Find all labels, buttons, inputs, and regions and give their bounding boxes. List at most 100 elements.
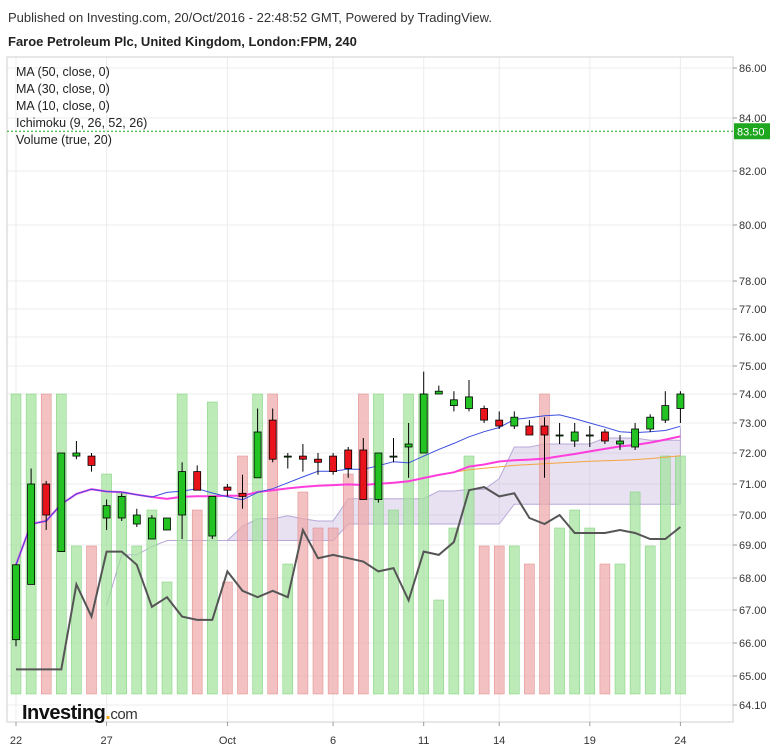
candle-body	[480, 408, 489, 421]
last-price-tag	[734, 123, 770, 140]
y-tick-label: 76.00	[739, 332, 767, 344]
x-tick-label: 14	[493, 735, 505, 747]
y-tick-label: 69.00	[739, 540, 767, 552]
candle-body	[329, 455, 338, 473]
candle-body	[601, 431, 609, 442]
x-tick-label: 6	[330, 735, 336, 747]
y-tick-label: 78.00	[739, 276, 767, 288]
volume-bar	[509, 545, 520, 695]
volume-bar	[207, 401, 218, 695]
y-tick-label: 77.00	[739, 304, 767, 316]
volume-bar	[131, 545, 143, 695]
volume-bar	[252, 393, 263, 695]
volume-bar	[614, 563, 626, 695]
y-tick-label: 70.00	[739, 510, 767, 522]
legend-ichimoku: Ichimoku (9, 26, 52, 26)	[16, 116, 148, 130]
volume-bar	[116, 491, 127, 695]
candle-body	[268, 419, 277, 460]
candle-body	[374, 452, 383, 500]
brand-dot: .	[105, 702, 111, 724]
candle-body	[132, 514, 141, 525]
volume-bar	[675, 455, 686, 695]
legend-volume: Volume (true, 20)	[16, 133, 112, 147]
x-tick-label: Oct	[219, 735, 236, 747]
candle-body	[238, 492, 247, 497]
candle-body	[298, 455, 307, 460]
lagging-span-line	[16, 486, 682, 671]
candle-body	[178, 471, 187, 516]
volume-bar	[433, 599, 445, 695]
candle-body	[540, 425, 549, 436]
grid-lines	[7, 57, 733, 722]
y-tick-label: 64.10	[739, 700, 767, 712]
candle-body	[631, 428, 639, 448]
volume-bar	[584, 527, 596, 695]
volume-bar	[40, 393, 52, 695]
volume-bar	[176, 393, 188, 695]
volume-bar	[161, 581, 173, 695]
y-tick-label: 80.00	[739, 220, 767, 232]
y-tick-label: 86.00	[739, 63, 767, 75]
y-tick-label: 72.00	[739, 448, 767, 460]
candle-body	[344, 449, 353, 469]
candle-body	[223, 486, 232, 491]
candle-body	[555, 434, 564, 437]
legend-ma50: MA (50, close, 0)	[16, 65, 110, 79]
volume-bar	[191, 509, 203, 695]
candle-body	[314, 458, 322, 463]
volume-bar	[312, 527, 324, 695]
y-tick-label: 73.00	[739, 418, 767, 430]
candle-body	[117, 495, 126, 519]
volume-bar	[629, 491, 641, 695]
volume-bar	[237, 455, 248, 695]
volume-bar	[297, 491, 309, 695]
legend-ma30: MA (30, close, 0)	[16, 82, 110, 96]
candle-body	[404, 443, 413, 448]
volume-bar	[569, 509, 580, 695]
last-price-label: 83.50	[737, 126, 765, 138]
y-tick-label: 71.00	[739, 479, 767, 491]
volume-bar	[554, 527, 565, 695]
candle-body	[525, 425, 534, 436]
volume-bar	[222, 581, 233, 695]
volume-bar	[463, 455, 475, 695]
x-tick-label: 11	[418, 735, 429, 747]
volume-bar	[327, 527, 339, 695]
volume-bar	[282, 563, 294, 695]
brand-name: Investing	[22, 702, 106, 724]
y-tick-label: 74.00	[739, 389, 767, 401]
candle-body	[72, 452, 81, 457]
candle-body	[449, 399, 458, 406]
candle-body	[57, 452, 66, 552]
chart-subtitle: Faroe Petroleum Plc, United Kingdom, Lon…	[8, 34, 357, 49]
y-tick-label: 68.00	[739, 573, 767, 585]
axis-labels: 64.10 65.00 66.00 67.00 68.00 69.00 70.00 71.00…	[10, 63, 770, 747]
volume-bar	[373, 393, 384, 695]
volume-bar	[403, 393, 414, 695]
volume-bar	[493, 545, 505, 695]
volume-bar	[10, 393, 22, 695]
volume-bar	[146, 509, 158, 695]
candle-body	[434, 390, 443, 395]
candle-body	[359, 449, 368, 500]
candles	[12, 371, 685, 647]
candle-body	[208, 495, 217, 537]
brand-suffix: com	[110, 706, 138, 723]
volume-bar	[660, 455, 671, 695]
candle-body	[661, 405, 670, 421]
y-tick-label: 82.00	[739, 166, 767, 178]
candle-body	[570, 431, 579, 442]
candle-body	[510, 416, 519, 427]
x-tick-label: 27	[100, 735, 112, 747]
volume-bar	[358, 393, 369, 695]
candle-body	[283, 455, 292, 458]
volume-bar	[524, 563, 535, 695]
candle-body	[27, 483, 36, 585]
y-tick-label: 75.00	[739, 361, 767, 373]
volume-bar	[267, 393, 278, 695]
plot-frame	[6, 56, 734, 723]
volume-bar	[644, 545, 656, 695]
candle-body	[42, 483, 51, 516]
volume-bar	[388, 509, 399, 695]
